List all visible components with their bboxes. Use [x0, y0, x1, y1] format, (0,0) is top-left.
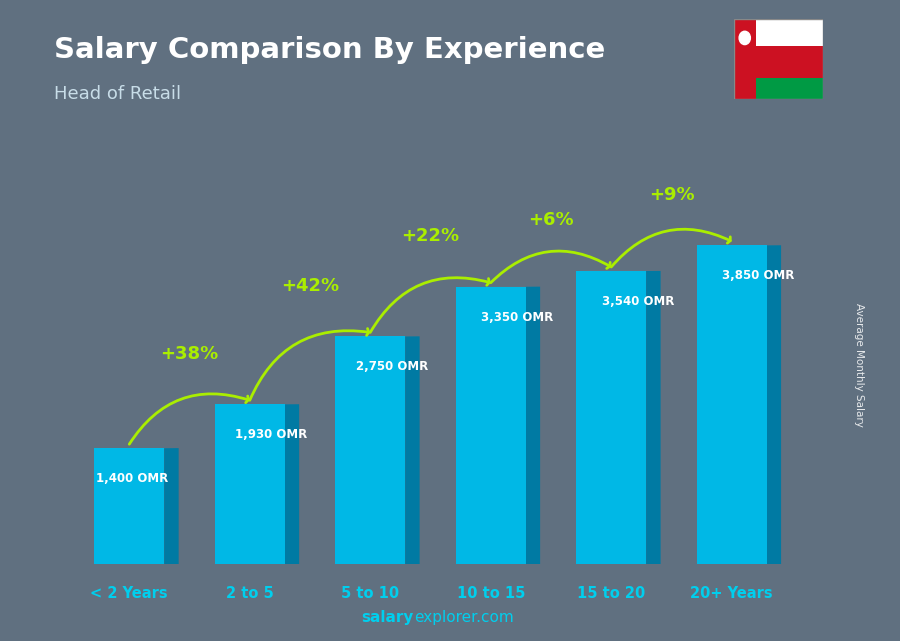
Bar [215, 404, 284, 564]
Polygon shape [405, 337, 419, 564]
Bar [697, 246, 767, 564]
Bar [734, 19, 756, 99]
Bar [756, 78, 824, 99]
Text: 2 to 5: 2 to 5 [226, 586, 274, 601]
Text: 3,350 OMR: 3,350 OMR [482, 310, 554, 324]
Text: +6%: +6% [528, 212, 574, 229]
Text: Salary Comparison By Experience: Salary Comparison By Experience [54, 36, 605, 64]
Text: 20+ Years: 20+ Years [690, 586, 773, 601]
Text: 1,930 OMR: 1,930 OMR [235, 428, 308, 441]
Polygon shape [284, 404, 299, 564]
Text: +42%: +42% [281, 277, 339, 295]
Text: Head of Retail: Head of Retail [54, 85, 181, 103]
Text: 2,750 OMR: 2,750 OMR [356, 360, 428, 373]
Bar [576, 271, 646, 564]
Text: +9%: +9% [649, 186, 694, 204]
Text: 15 to 20: 15 to 20 [577, 586, 645, 601]
Text: 10 to 15: 10 to 15 [456, 586, 525, 601]
Bar [756, 19, 824, 46]
Polygon shape [526, 287, 540, 564]
Text: 5 to 10: 5 to 10 [341, 586, 400, 601]
Text: 3,540 OMR: 3,540 OMR [601, 295, 674, 308]
Text: explorer.com: explorer.com [414, 610, 514, 625]
Text: salary: salary [362, 610, 414, 625]
Text: Average Monthly Salary: Average Monthly Salary [854, 303, 865, 428]
Bar [336, 337, 405, 564]
Bar [455, 287, 526, 564]
Bar [756, 46, 824, 78]
Text: +38%: +38% [160, 345, 219, 363]
Polygon shape [164, 448, 179, 564]
Bar [94, 448, 164, 564]
Polygon shape [767, 246, 781, 564]
Text: +22%: +22% [401, 227, 460, 245]
Polygon shape [646, 271, 661, 564]
Text: < 2 Years: < 2 Years [91, 586, 168, 601]
Text: 1,400 OMR: 1,400 OMR [95, 472, 167, 485]
Text: 3,850 OMR: 3,850 OMR [722, 269, 795, 282]
Circle shape [739, 31, 751, 45]
